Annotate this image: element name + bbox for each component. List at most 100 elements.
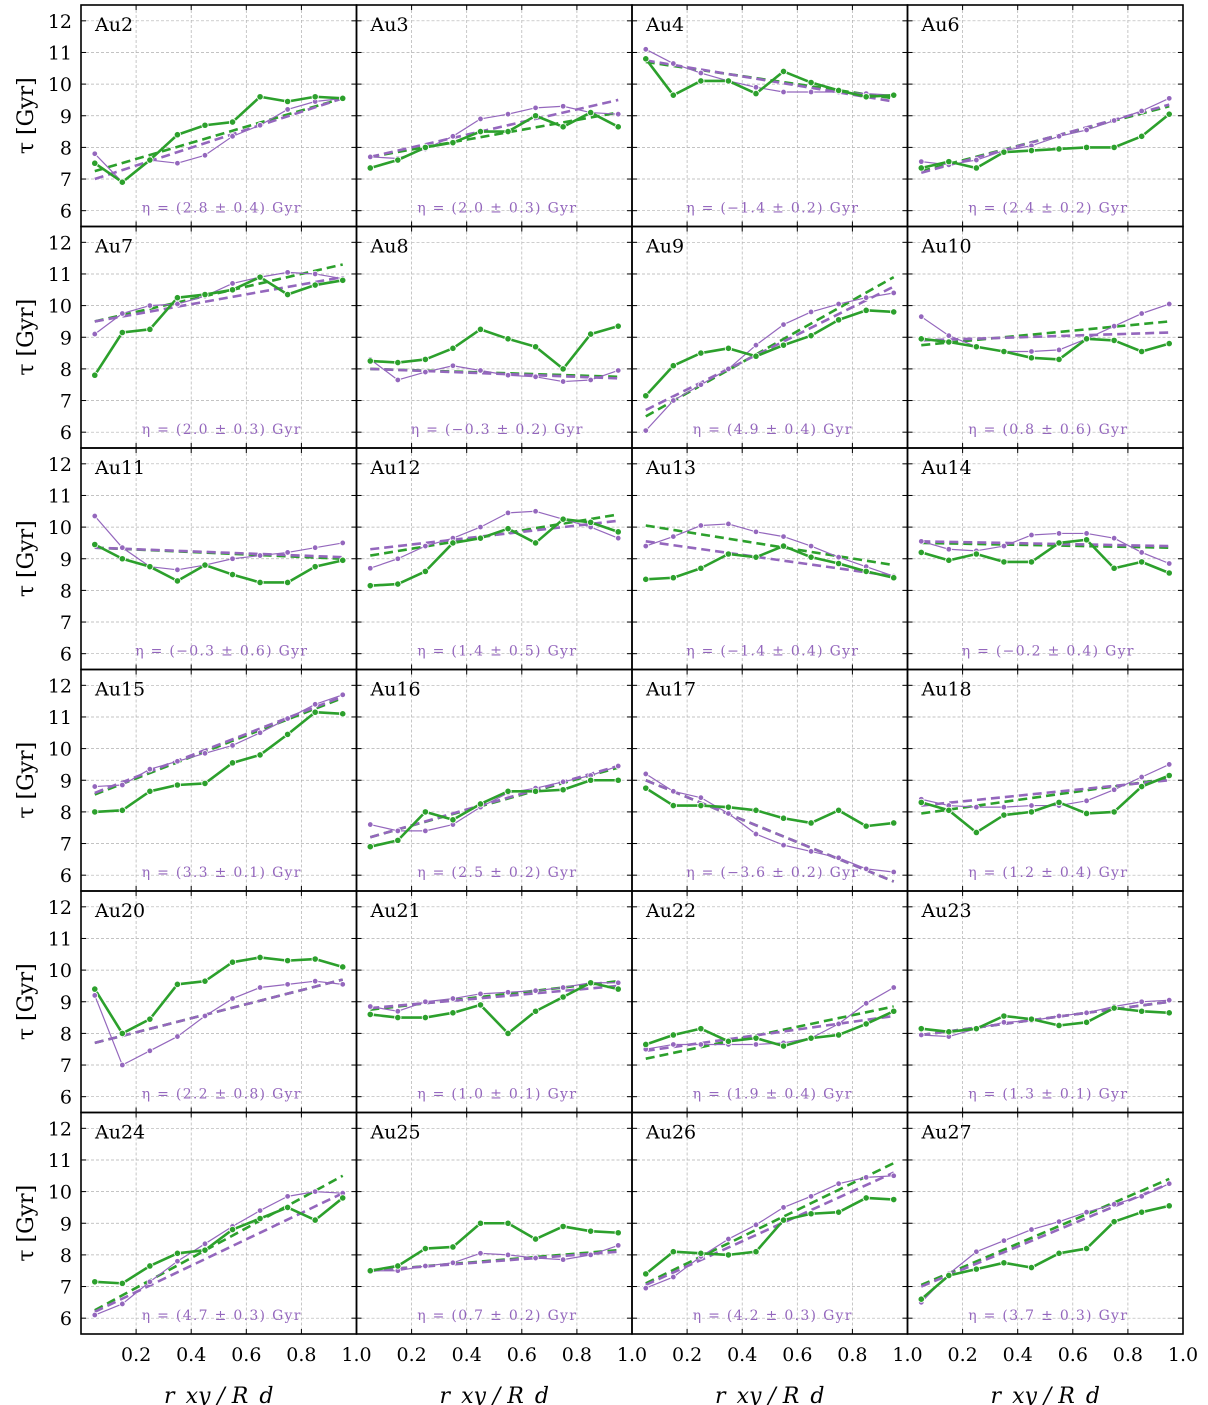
panel-au4: Au4 η = (−1.4 ± 0.2) Gyr xyxy=(631,4,909,228)
data-point-green xyxy=(862,306,870,314)
data-point-green xyxy=(1082,143,1091,151)
data-point-purple xyxy=(311,1188,319,1195)
data-point-green xyxy=(228,286,237,294)
data-point-green xyxy=(1138,132,1146,140)
y-tick-label: 9 xyxy=(60,992,72,1014)
data-point-green xyxy=(945,1028,953,1036)
x-axis-label: r_xy / R_d xyxy=(991,1384,1100,1405)
data-point-purple xyxy=(862,1000,870,1007)
eta-annotation: η = (1.0 ± 0.1) Gyr xyxy=(417,1087,577,1103)
data-point-purple xyxy=(615,110,622,118)
eta-annotation: η = (4.2 ± 0.3) Gyr xyxy=(693,1308,853,1324)
data-point-green xyxy=(752,553,760,561)
series-green-line xyxy=(370,1221,619,1272)
fit-green-line xyxy=(645,1005,894,1060)
data-point-purple xyxy=(477,115,484,123)
x-tick-label: 0.4 xyxy=(176,1344,206,1366)
data-point-green xyxy=(752,806,760,814)
y-tick-label: 12 xyxy=(48,1118,72,1140)
fit-purple-line xyxy=(645,1171,895,1287)
data-point-green xyxy=(476,1001,485,1009)
data-point-green xyxy=(1165,110,1173,118)
data-point-purple xyxy=(615,979,622,986)
data-point-purple xyxy=(256,552,264,559)
series-purple-line xyxy=(369,358,619,383)
data-point-purple xyxy=(1138,1193,1145,1200)
data-point-purple xyxy=(1028,802,1035,809)
data-point-green xyxy=(146,1262,154,1270)
panel-label: Au15 xyxy=(94,679,145,701)
data-point-green xyxy=(173,980,182,988)
data-point-green xyxy=(724,803,733,811)
data-point-green xyxy=(366,843,374,851)
data-point-purple xyxy=(1083,1208,1090,1216)
data-point-green xyxy=(339,710,347,718)
data-point-purple xyxy=(311,270,319,278)
data-point-green xyxy=(972,1025,980,1033)
data-point-purple xyxy=(477,523,484,531)
x-tick-label: 0.2 xyxy=(672,1344,702,1366)
y-tick-label: 8 xyxy=(60,1245,72,1267)
data-point-green xyxy=(256,273,264,281)
panel-au15: Au15 η = (3.3 ± 0.1) Gyr xyxy=(80,668,358,892)
data-point-purple xyxy=(973,803,980,811)
data-point-green xyxy=(1082,536,1091,544)
data-point-purple xyxy=(339,691,346,699)
data-point-green xyxy=(531,112,540,120)
panel-au22: Au22 η = (1.9 ± 0.4) Gyr xyxy=(631,890,909,1114)
data-point-green xyxy=(173,781,182,789)
data-point-purple xyxy=(752,84,760,91)
data-point-green xyxy=(587,330,595,338)
data-point-green xyxy=(1000,811,1008,819)
data-point-green xyxy=(1055,145,1063,153)
fit-purple-line xyxy=(94,978,344,1045)
data-point-green xyxy=(614,123,622,131)
eta-annotation: η = (4.7 ± 0.3) Gyr xyxy=(142,1308,302,1324)
data-point-purple xyxy=(394,555,402,562)
x-tick-label: 0.6 xyxy=(782,1344,812,1366)
series-green-line xyxy=(920,774,1170,834)
data-point-purple xyxy=(1138,310,1145,317)
data-point-green xyxy=(366,1267,374,1275)
data-point-purple xyxy=(1110,534,1118,542)
series-purple-line xyxy=(370,1244,619,1272)
y-tick-label: 7 xyxy=(60,612,72,634)
series-green-line xyxy=(94,710,343,814)
data-point-purple xyxy=(1110,1201,1118,1208)
fit-green-line xyxy=(920,1177,1170,1287)
panel-au6: Au6 η = (2.4 ± 0.2) Gyr xyxy=(906,4,1184,228)
data-point-purple xyxy=(174,160,181,167)
eta-annotation: η = (2.0 ± 0.3) Gyr xyxy=(417,201,577,217)
x-tick-label: 1.0 xyxy=(341,1344,371,1366)
panel-label: Au4 xyxy=(645,14,684,36)
series-green-line xyxy=(370,981,619,1035)
data-point-green xyxy=(449,539,457,547)
data-point-green xyxy=(531,539,540,547)
fit-purple-line xyxy=(94,97,344,181)
panel-label: Au24 xyxy=(94,1122,145,1144)
data-point-green xyxy=(945,806,953,814)
data-point-green xyxy=(1082,1018,1091,1026)
panel-au16: Au16 η = (2.5 ± 0.2) Gyr xyxy=(355,668,633,892)
series-green-line xyxy=(369,778,619,848)
data-point-purple xyxy=(752,830,760,838)
data-point-green xyxy=(862,822,870,830)
data-point-purple xyxy=(146,1047,154,1054)
data-point-green xyxy=(917,1295,925,1303)
y-tick-label: 11 xyxy=(48,485,72,507)
data-point-green xyxy=(890,308,898,316)
data-point-green xyxy=(366,357,374,365)
data-point-purple xyxy=(670,397,677,404)
fit-purple-line xyxy=(921,540,1170,548)
data-point-green xyxy=(642,1040,650,1049)
data-point-purple xyxy=(670,788,677,795)
data-point-green xyxy=(394,580,402,588)
data-point-purple xyxy=(229,995,236,1002)
data-point-purple xyxy=(256,122,264,129)
data-point-green xyxy=(228,118,237,126)
data-point-green xyxy=(394,358,402,367)
data-point-green xyxy=(835,1208,843,1216)
series-green-line xyxy=(920,113,1171,170)
data-point-green xyxy=(890,1007,898,1015)
data-point-green xyxy=(587,518,595,526)
